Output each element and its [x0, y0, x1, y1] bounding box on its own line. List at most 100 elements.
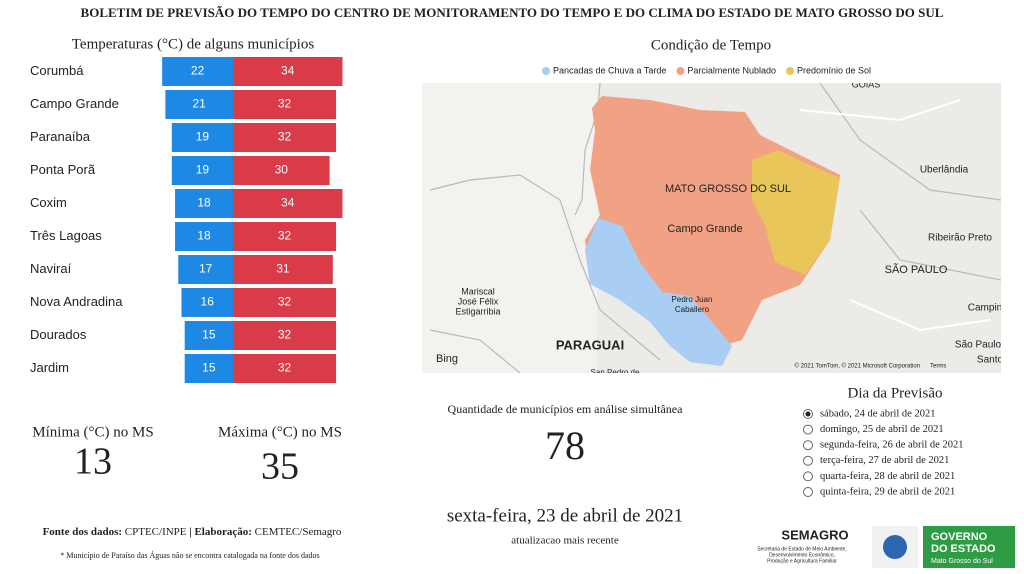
- map-label: MATO GROSSO DO SUL: [665, 183, 791, 195]
- min-bar[interactable]: [184, 321, 233, 350]
- coat-of-arms-emblem: [883, 535, 907, 559]
- map-label: Campin: [968, 303, 1002, 314]
- footnote: * Município de Paraíso das Águas não se …: [60, 550, 319, 560]
- max-value-label: 34: [281, 64, 295, 78]
- map-terms[interactable]: Terms: [930, 364, 946, 370]
- min-label: Mínima (°C) no MS: [32, 424, 153, 440]
- min-bar[interactable]: [165, 90, 233, 119]
- max-value-label: 31: [276, 262, 290, 276]
- legend-swatch: [542, 67, 550, 75]
- map-border: [429, 83, 1001, 373]
- max-bar[interactable]: [233, 57, 343, 86]
- chart-title: Temperaturas (°C) de alguns municípios: [72, 36, 315, 52]
- forecast-option[interactable]: domingo, 25 de abril de 2021: [820, 424, 944, 435]
- page-title: BOLETIM DE PREVISÃO DO TEMPO DO CENTRO D…: [81, 5, 944, 20]
- governo-logo: [923, 526, 1015, 568]
- governo-text: Mato Grosso do Sul: [931, 558, 993, 565]
- forecast-title: Dia da Previsão: [848, 385, 943, 401]
- forecast-option[interactable]: segunda-feira, 26 de abril de 2021: [820, 440, 963, 451]
- map-provider: Bing: [436, 353, 458, 365]
- max-bar[interactable]: [233, 255, 333, 284]
- map-label: Uberlândia: [920, 165, 969, 176]
- forecast-option[interactable]: sábado, 24 de abril de 2021: [820, 408, 935, 419]
- update-date: sexta-feira, 23 de abril de 2021: [447, 505, 683, 526]
- map-road: [799, 99, 991, 332]
- legend-swatch: [785, 67, 794, 75]
- min-bar[interactable]: [162, 57, 233, 86]
- max-value-label: 34: [281, 196, 295, 210]
- city-label: Coxim: [30, 195, 67, 210]
- min-value-label: 18: [197, 229, 211, 243]
- max-value-label: 32: [278, 361, 292, 375]
- legend-swatch: [676, 67, 685, 75]
- max-value-label: 32: [278, 328, 292, 342]
- map-title: Condição de Tempo: [651, 37, 771, 53]
- map-label: SÃO PAULO: [885, 263, 948, 276]
- max-bar[interactable]: [233, 123, 337, 152]
- count-label: Quantidade de municípios em análise simu…: [448, 402, 684, 416]
- map-label: Campo Grande: [667, 223, 742, 235]
- map[interactable]: GOIÁS Uberlândia MATO GROSSO DO SUL Campo G…: [422, 79, 1004, 377]
- radio-dot: [805, 411, 811, 417]
- map-label: GOIÁS: [852, 79, 881, 89]
- elab: CEMTEC/Semagro: [255, 526, 342, 538]
- min-bar[interactable]: [171, 156, 233, 185]
- map-label: PARAGUAI: [556, 337, 624, 352]
- radio-button[interactable]: [803, 487, 813, 497]
- forecast-option[interactable]: terça-feira, 27 de abril de 2021: [820, 455, 949, 466]
- forecast-option[interactable]: quinta-feira, 29 de abril de 2021: [820, 486, 955, 497]
- min-bar[interactable]: [178, 255, 233, 284]
- max-value-label: 32: [278, 295, 292, 309]
- min-bar[interactable]: [181, 288, 233, 317]
- update-note: atualizacao mais recente: [511, 535, 619, 547]
- governo-text: GOVERNO: [931, 531, 988, 543]
- min-bar[interactable]: [175, 222, 233, 251]
- max-bar[interactable]: [233, 156, 330, 185]
- city-label: Campo Grande: [30, 96, 119, 111]
- semagro-subtitle: Secretaria de Estado de Meio Ambiente,: [757, 546, 847, 552]
- min-bar[interactable]: [175, 189, 233, 218]
- map-label: Ribeirão Preto: [928, 233, 992, 244]
- city-label: Naviraí: [30, 261, 72, 276]
- max-value-label: 32: [278, 130, 292, 144]
- legend-label[interactable]: Parcialmente Nublado: [687, 65, 776, 75]
- city-label: Dourados: [30, 327, 87, 342]
- max-bar[interactable]: [233, 288, 337, 317]
- legend-label[interactable]: Predomínio de Sol: [797, 65, 871, 75]
- map-label: São Paulo: [955, 340, 1002, 351]
- map-label: Mariscal: [461, 286, 495, 296]
- min-bar[interactable]: [171, 123, 233, 152]
- max-bar[interactable]: [233, 90, 337, 119]
- separator: |: [189, 526, 191, 538]
- region-sunny: [752, 150, 840, 275]
- elab-label: Elaboração:: [194, 526, 251, 538]
- forecast-option[interactable]: quarta-feira, 28 de abril de 2021: [820, 471, 955, 482]
- max-bar[interactable]: [233, 321, 337, 350]
- source-line: Fonte dos dados: CPTEC/INPE | Elaboração…: [43, 526, 342, 538]
- city-label: Paranaíba: [30, 129, 91, 144]
- semagro-logo: SEMAGRO: [781, 527, 848, 542]
- source-label: Fonte dos dados:: [43, 526, 122, 538]
- radio-button[interactable]: [803, 440, 813, 451]
- max-bar[interactable]: [233, 222, 337, 251]
- map-label: Santo: [977, 355, 1004, 366]
- max-value-label: 32: [278, 229, 292, 243]
- radio-button[interactable]: [803, 424, 813, 435]
- count-value: 78: [545, 423, 585, 468]
- region-rain: [585, 218, 732, 366]
- min-value-label: 15: [202, 361, 216, 375]
- city-label: Três Lagoas: [30, 228, 102, 243]
- max-value-label: 30: [275, 163, 289, 177]
- max-value-label: 32: [278, 97, 292, 111]
- radio-button[interactable]: [803, 471, 813, 482]
- map-label: San Pedro de: [591, 368, 640, 377]
- min-value-label: 15: [202, 328, 216, 342]
- max-bar[interactable]: [233, 354, 337, 383]
- max-bar[interactable]: [233, 189, 343, 218]
- legend-label[interactable]: Pancadas de Chuva a Tarde: [553, 65, 666, 75]
- min-bar[interactable]: [184, 354, 233, 383]
- radio-button[interactable]: [803, 455, 813, 466]
- min-value-label: 19: [196, 130, 210, 144]
- city-label: Ponta Porã: [30, 162, 96, 177]
